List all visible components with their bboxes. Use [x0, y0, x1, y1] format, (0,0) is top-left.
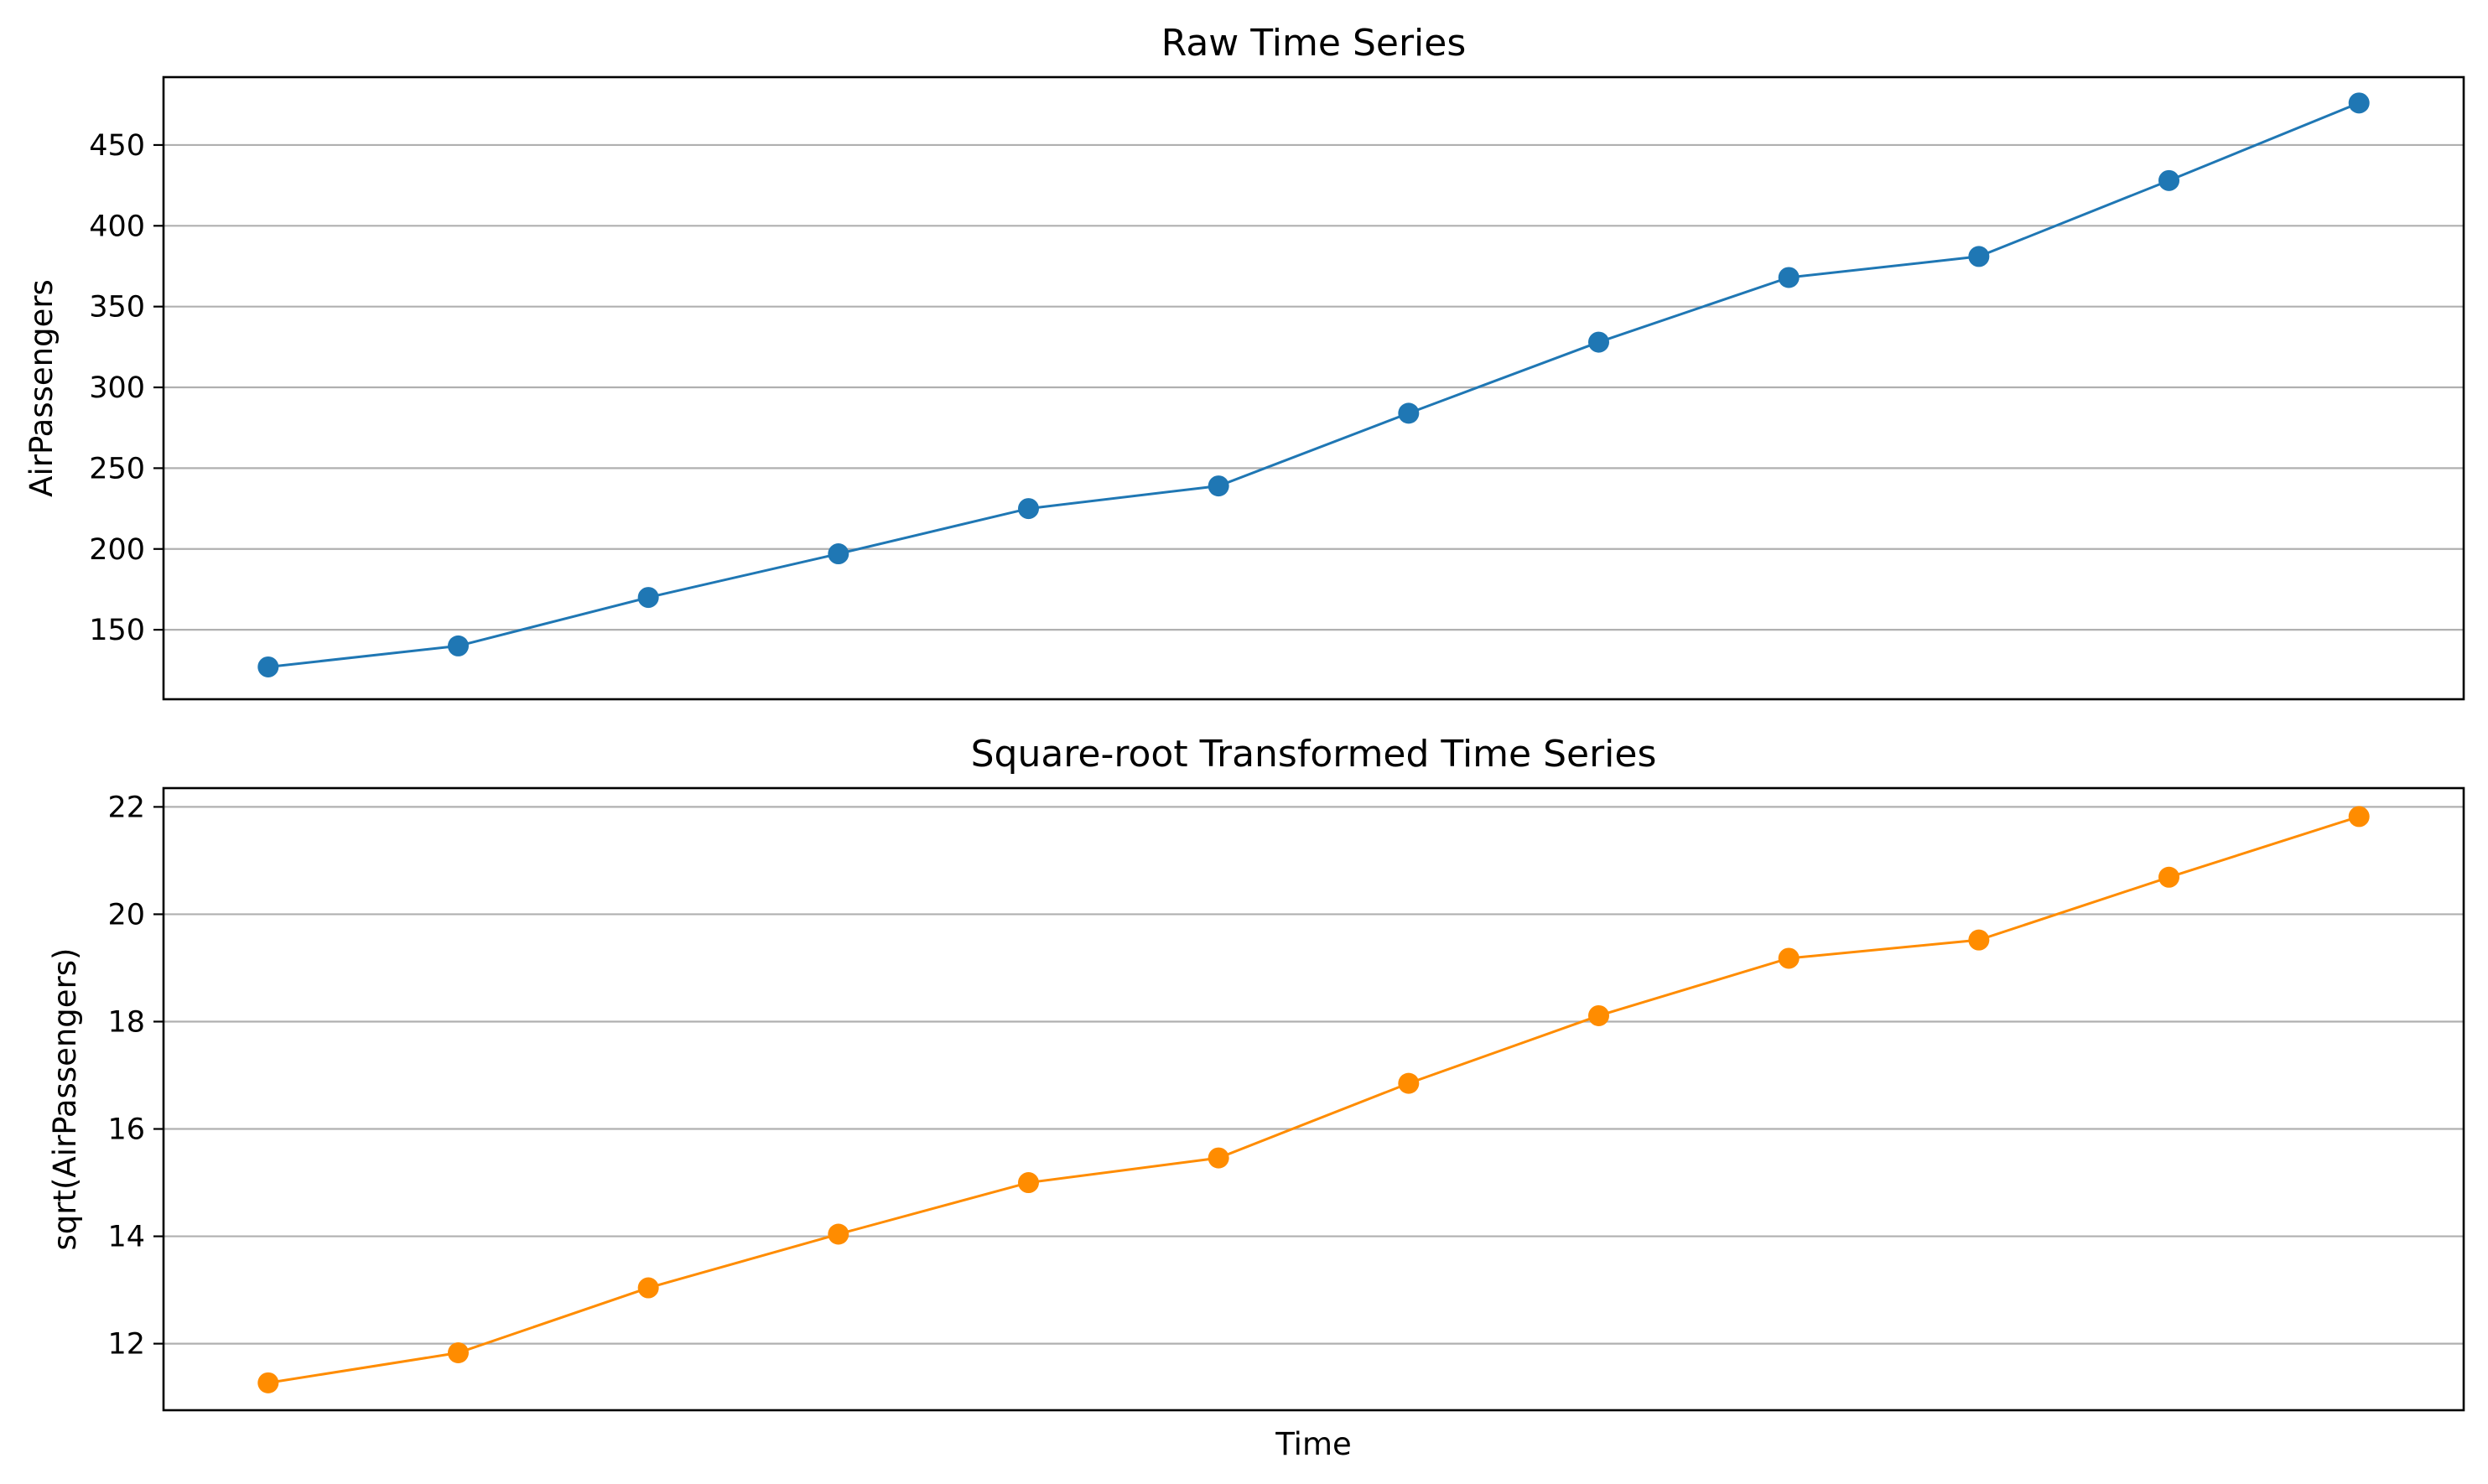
- sqrt-series-x-axis-label: Time: [1275, 1426, 1352, 1462]
- raw-series-y-axis-label: AirPassengers: [23, 279, 60, 497]
- sqrt-series-y-tick-label: 18: [107, 1005, 145, 1039]
- raw-series-point: [1017, 498, 1039, 520]
- sqrt-series-y-ticks: 12 14 16 18 20 22: [107, 791, 164, 1362]
- sqrt-series-point: [828, 1223, 849, 1245]
- raw-series-y-tick-label: 350: [89, 291, 145, 324]
- sqrt-series-point: [1208, 1147, 1229, 1169]
- raw-series-y-tick-label: 450: [89, 129, 145, 163]
- raw-series-point: [828, 543, 849, 565]
- sqrt-series-line: [267, 815, 2360, 1384]
- sqrt-series-point: [1968, 929, 1990, 951]
- sqrt-series-point: [1588, 1004, 1610, 1026]
- raw-series-point: [1968, 246, 1990, 267]
- raw-series-panel: 150 200 250 300 350 400 450 Raw Time Series Ai…: [23, 22, 2465, 701]
- sqrt-series-point: [2158, 866, 2180, 888]
- sqrt-series-y-tick-label: 20: [107, 898, 145, 931]
- sqrt-series-y-axis-label: sqrt(AirPassengers): [47, 948, 83, 1251]
- sqrt-series-point: [1017, 1172, 1039, 1194]
- raw-series-y-tick-label: 400: [89, 210, 145, 243]
- sqrt-series-point: [2348, 806, 2370, 828]
- sqrt-series-y-tick-label: 12: [107, 1328, 145, 1362]
- sqrt-series-title: Square-root Transformed Time Series: [971, 733, 1657, 776]
- sqrt-series-y-tick-label: 16: [107, 1113, 145, 1147]
- raw-series-title: Raw Time Series: [1161, 22, 1467, 65]
- raw-series-point: [637, 587, 659, 609]
- raw-series-point: [1588, 331, 1610, 353]
- raw-series-y-tick-label: 200: [89, 533, 145, 567]
- raw-series-point: [1208, 475, 1229, 497]
- raw-series-y-tick-label: 300: [89, 371, 145, 405]
- sqrt-series-point: [257, 1372, 279, 1393]
- raw-series-point: [2158, 169, 2180, 191]
- raw-series-point: [1398, 402, 1420, 424]
- raw-series-line: [267, 101, 2360, 668]
- raw-series-point: [2348, 92, 2370, 114]
- raw-series-y-tick-label: 150: [89, 614, 145, 647]
- raw-series-point: [1778, 267, 1800, 288]
- sqrt-series-y-tick-label: 14: [107, 1221, 145, 1254]
- raw-series-point: [257, 656, 279, 677]
- raw-series-grid: [164, 143, 2464, 631]
- sqrt-series-grid: [164, 806, 2464, 1345]
- raw-series-y-ticks: 150 200 250 300 350 400 450: [89, 129, 164, 647]
- sqrt-series-axes-frame: [162, 786, 2465, 1412]
- sqrt-series-point: [1398, 1072, 1420, 1094]
- sqrt-series-point: [1778, 947, 1800, 969]
- raw-series-point: [447, 635, 469, 656]
- raw-series-plot: [257, 92, 2370, 677]
- sqrt-series-point: [637, 1277, 659, 1299]
- raw-series-y-tick-label: 250: [89, 452, 145, 485]
- sqrt-series-y-tick-label: 22: [107, 791, 145, 824]
- sqrt-series-point: [447, 1341, 469, 1363]
- sqrt-series-plot: [257, 806, 2370, 1393]
- sqrt-series-panel: 12 14 16 18 20 22 Square-root Transformed Tim…: [47, 733, 2465, 1462]
